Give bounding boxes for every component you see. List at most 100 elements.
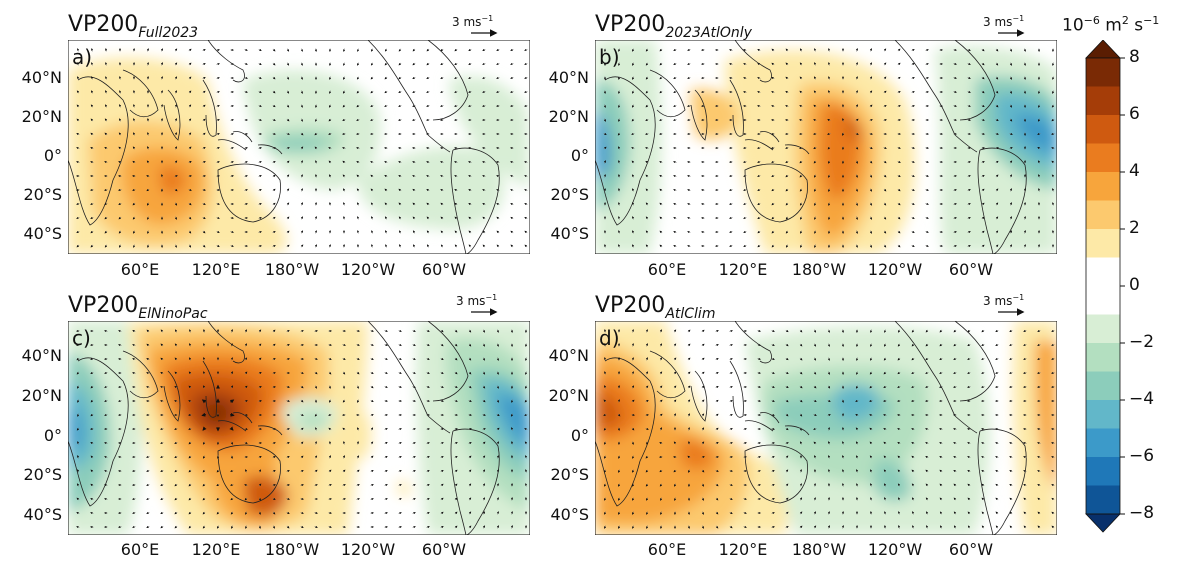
wind-vector bbox=[883, 174, 887, 178]
wind-vector bbox=[384, 188, 388, 192]
wind-vector bbox=[603, 174, 607, 178]
wind-vector bbox=[496, 189, 500, 192]
wind-vector bbox=[356, 118, 360, 121]
wind-vector bbox=[328, 132, 332, 136]
wind-vector bbox=[384, 62, 388, 66]
wind-vector bbox=[216, 230, 220, 233]
wind-vector bbox=[440, 230, 444, 234]
wind-vector bbox=[869, 48, 872, 52]
lon-tick: 60°E bbox=[647, 540, 687, 559]
panel-title: VP200Full2023 bbox=[68, 12, 199, 41]
wind-vector bbox=[967, 175, 971, 178]
wind-vector bbox=[855, 160, 858, 164]
wind-vector bbox=[146, 62, 150, 66]
wind-vector bbox=[1051, 76, 1055, 80]
wind-vector bbox=[603, 132, 607, 136]
wind-vector bbox=[202, 76, 206, 80]
wind-vector bbox=[104, 62, 108, 66]
wind-vector bbox=[618, 146, 621, 150]
colorbar-tick-label: −2 bbox=[1129, 332, 1155, 352]
lon-tick: 120°W bbox=[340, 260, 396, 279]
wind-vector bbox=[426, 216, 430, 220]
wind-vector bbox=[384, 244, 388, 248]
wind-vector bbox=[813, 146, 817, 150]
wind-vector bbox=[617, 104, 621, 108]
wind-vector bbox=[454, 48, 458, 52]
wind-vector bbox=[1037, 90, 1041, 94]
wind-vector bbox=[357, 48, 360, 52]
wind-vector bbox=[659, 161, 663, 164]
wind-vector bbox=[911, 49, 915, 52]
wind-vector bbox=[468, 104, 472, 108]
wind-vector bbox=[645, 132, 649, 136]
wind-vector bbox=[883, 76, 887, 80]
panel-title: VP200AtlClim bbox=[595, 293, 716, 322]
wind-vector bbox=[118, 76, 122, 80]
wind-vector bbox=[426, 244, 430, 248]
lon-tick: 60°E bbox=[647, 260, 687, 279]
colorbar bbox=[1085, 40, 1125, 533]
wind-vector bbox=[631, 118, 635, 122]
wind-vector bbox=[76, 160, 80, 164]
wind-vector bbox=[118, 188, 122, 192]
wind-vector bbox=[813, 160, 817, 164]
wind-vector bbox=[370, 230, 374, 234]
colorbar-segment bbox=[1086, 229, 1120, 258]
wind-vector bbox=[356, 90, 360, 94]
wind-vector bbox=[827, 188, 831, 192]
wind-vector bbox=[799, 146, 803, 149]
wind-vector bbox=[300, 146, 304, 150]
wind-vector bbox=[160, 90, 164, 94]
wind-vector bbox=[399, 230, 402, 234]
wind-vector bbox=[300, 188, 303, 192]
wind-vector bbox=[813, 90, 817, 94]
wind-vector bbox=[174, 244, 177, 248]
panel-label: d) bbox=[599, 326, 620, 350]
wind-vector bbox=[118, 161, 122, 164]
wind-vector bbox=[342, 174, 346, 178]
wind-vector bbox=[342, 160, 346, 164]
wind-vector bbox=[813, 174, 817, 178]
wind-vector bbox=[412, 216, 416, 220]
wind-vector bbox=[119, 104, 122, 108]
coastline bbox=[427, 134, 451, 153]
wind-vector bbox=[272, 104, 276, 108]
wind-vector bbox=[76, 132, 80, 136]
wind-vector bbox=[370, 104, 374, 107]
wind-vector bbox=[855, 174, 859, 178]
wind-vector bbox=[104, 202, 108, 205]
wind-vector bbox=[785, 188, 789, 192]
vector-scale: 3 ms−1 bbox=[983, 14, 1025, 29]
wind-vector bbox=[384, 202, 388, 206]
wind-vector bbox=[90, 202, 94, 205]
wind-vector bbox=[603, 160, 606, 164]
wind-vector bbox=[897, 91, 901, 94]
colorbar-tick-label: 8 bbox=[1129, 47, 1140, 67]
lon-tick: 60°E bbox=[120, 540, 160, 559]
wind-vector bbox=[370, 202, 374, 206]
wind-vector bbox=[132, 160, 136, 164]
wind-vector bbox=[785, 146, 789, 150]
wind-vector bbox=[384, 174, 388, 178]
coastline bbox=[649, 69, 686, 118]
wind-vector bbox=[216, 119, 220, 122]
wind-vector bbox=[510, 62, 514, 65]
wind-vector bbox=[673, 48, 677, 51]
wind-vector bbox=[1009, 118, 1013, 122]
wind-vector bbox=[925, 160, 929, 164]
wind-vector bbox=[384, 76, 388, 80]
wind-vector bbox=[426, 230, 430, 234]
wind-vector bbox=[356, 174, 360, 178]
wind-vector bbox=[272, 161, 276, 164]
wind-vector bbox=[286, 147, 290, 150]
wind-vector bbox=[412, 76, 416, 80]
lat-tick: 0° bbox=[570, 426, 589, 445]
lat-tick: 20°S bbox=[23, 185, 62, 204]
coastline bbox=[450, 149, 467, 254]
wind-vector bbox=[398, 90, 402, 93]
wind-vector bbox=[286, 76, 290, 80]
wind-vector bbox=[118, 132, 122, 136]
wind-vector bbox=[314, 230, 317, 234]
wind-vector bbox=[370, 62, 374, 66]
lat-tick: 40°N bbox=[548, 346, 589, 365]
